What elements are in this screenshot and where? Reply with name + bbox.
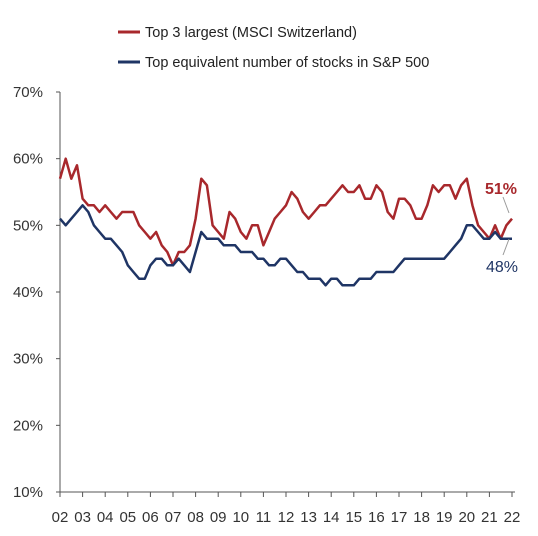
x-tick-label: 12: [278, 509, 295, 526]
end-labels: 51% 48%: [485, 181, 518, 276]
series-line-switzerland: [58, 157, 513, 267]
legend-label-sp500: Top equivalent number of stocks in S&P 5…: [145, 55, 429, 71]
x-tick-label: 18: [413, 509, 430, 526]
x-tick-label: 22: [504, 509, 521, 526]
x-tick-label: 16: [368, 509, 385, 526]
x-tick-label: 11: [256, 509, 272, 526]
y-tick-label: 10%: [13, 484, 43, 501]
x-tick-label: 09: [210, 509, 227, 526]
x-tick-label: 10: [232, 509, 249, 526]
x-tick-label: 03: [74, 509, 91, 526]
series-group: [58, 157, 513, 287]
x-tick-label: 13: [300, 509, 317, 526]
y-tick-group: 10% 20% 30% 40% 50% 60% 70%: [13, 84, 60, 501]
legend-label-switzerland: Top 3 largest (MSCI Switzerland): [145, 25, 357, 41]
x-tick-label: 08: [187, 509, 204, 526]
end-label-sp500: 48%: [486, 259, 518, 276]
x-tick-label: 05: [119, 509, 136, 526]
x-tick-label: 02: [52, 509, 69, 526]
end-label-switzerland: 51%: [485, 181, 517, 198]
x-tick-label: 07: [165, 509, 182, 526]
x-tick-label: 19: [436, 509, 453, 526]
y-tick-label: 20%: [13, 417, 43, 434]
y-tick-label: 50%: [13, 217, 43, 234]
x-tick-label: 21: [481, 509, 498, 526]
y-tick-label: 30%: [13, 351, 43, 368]
y-tick-label: 40%: [13, 284, 43, 301]
end-label-leader-sp500: [502, 238, 510, 256]
x-tick-label: 04: [97, 509, 114, 526]
x-tick-label: 14: [323, 509, 340, 526]
x-tick-label: 06: [142, 509, 159, 526]
x-tick-label: 20: [458, 509, 475, 526]
legend: Top 3 largest (MSCI Switzerland) Top equ…: [118, 25, 429, 71]
y-tick-label: 70%: [13, 84, 43, 101]
series-line-sp500: [59, 204, 512, 287]
end-label-leader-switzerland: [502, 196, 510, 214]
x-tick-label: 17: [391, 509, 408, 526]
x-tick-label: 15: [345, 509, 362, 526]
x-tick-group: 02 03 04 05 06 07 08 09 10 11 12 13 14 15 16 17 18 19 20 21…: [52, 492, 521, 526]
y-tick-label: 60%: [13, 151, 43, 168]
